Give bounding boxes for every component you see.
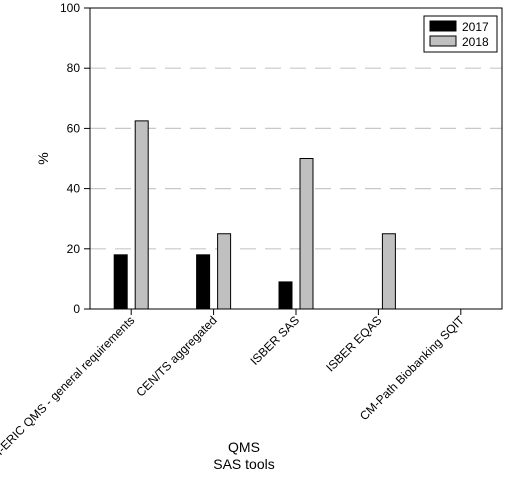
bars bbox=[113, 120, 396, 310]
y-tick-label: 20 bbox=[67, 242, 81, 256]
bar-2018-0 bbox=[134, 120, 149, 310]
x-axis-title-line-1: QMS bbox=[228, 439, 260, 455]
bar-2017-1 bbox=[196, 254, 211, 310]
legend-label-2018: 2018 bbox=[462, 35, 489, 49]
bar-2018-2 bbox=[299, 158, 314, 310]
y-axis-ticks: 0 20 40 60 80 100 bbox=[60, 1, 90, 316]
legend-swatch-2017 bbox=[429, 20, 457, 32]
x-tick-label: BBMRI-ERIC QMS - general requirements bbox=[0, 313, 137, 481]
legend-swatch-2018 bbox=[429, 35, 457, 47]
bar-2018-1 bbox=[217, 233, 232, 310]
bar-2018-3 bbox=[381, 233, 396, 310]
x-tick-label: ISBER EQAS bbox=[323, 313, 384, 374]
plot-area-frame bbox=[89, 7, 503, 310]
legend-label-2017: 2017 bbox=[462, 20, 489, 34]
x-tick-label: CEN/TS aggregated bbox=[133, 313, 219, 399]
x-axis-title-line-2: SAS tools bbox=[213, 456, 274, 472]
bar-2017-2 bbox=[278, 281, 293, 310]
y-tick-label: 100 bbox=[60, 1, 80, 15]
y-tick-label: 0 bbox=[73, 302, 80, 316]
y-tick-label: 60 bbox=[67, 121, 81, 135]
y-tick-label: 80 bbox=[67, 61, 81, 75]
grid-lines bbox=[90, 67, 502, 250]
y-tick-label: 40 bbox=[67, 182, 81, 196]
bar-2017-0 bbox=[113, 254, 128, 310]
y-axis-title: % bbox=[35, 152, 51, 164]
x-tick-label: ISBER SAS bbox=[247, 313, 302, 368]
